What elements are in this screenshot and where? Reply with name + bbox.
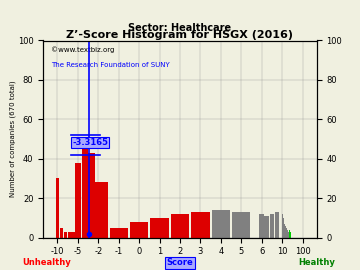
Text: ©www.textbiz.org: ©www.textbiz.org [51, 46, 115, 53]
Bar [64, 232, 67, 238]
Bar [150, 218, 169, 238]
Bar [265, 216, 269, 238]
Bar [130, 222, 148, 238]
Bar [89, 153, 95, 238]
Bar [191, 212, 210, 238]
Text: -3.3165: -3.3165 [72, 138, 108, 147]
Text: Healthy: Healthy [298, 258, 335, 267]
Text: Score: Score [167, 258, 193, 267]
Bar [89, 183, 108, 238]
Bar [72, 232, 76, 238]
Text: Unhealthy: Unhealthy [22, 258, 71, 267]
Bar [75, 163, 81, 238]
Bar [56, 178, 59, 238]
Text: The Research Foundation of SUNY: The Research Foundation of SUNY [51, 62, 170, 68]
Bar [212, 210, 230, 238]
Bar [60, 228, 63, 238]
Bar [259, 214, 264, 238]
Bar [232, 212, 251, 238]
Bar [68, 232, 72, 238]
Title: Z’-Score Histogram for HSGX (2016): Z’-Score Histogram for HSGX (2016) [67, 30, 293, 40]
Text: Sector: Healthcare: Sector: Healthcare [129, 23, 231, 33]
Bar [270, 214, 274, 238]
Bar [171, 214, 189, 238]
Bar [275, 212, 279, 238]
Y-axis label: Number of companies (670 total): Number of companies (670 total) [10, 81, 16, 197]
Bar [109, 228, 128, 238]
Bar [82, 139, 88, 238]
